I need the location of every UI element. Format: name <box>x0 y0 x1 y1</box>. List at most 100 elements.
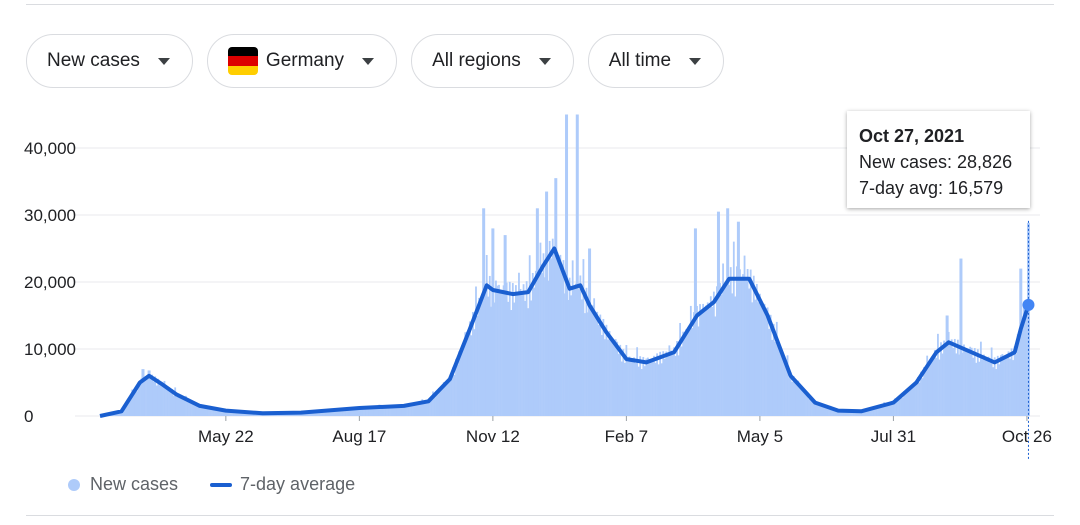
daily-bar <box>983 354 985 416</box>
daily-bar <box>160 381 163 416</box>
daily-bar <box>499 289 502 416</box>
region-dropdown[interactable]: All regions <box>411 34 574 88</box>
daily-bar <box>729 267 732 416</box>
daily-bar <box>1012 360 1015 416</box>
daily-bar <box>892 402 895 416</box>
daily-bar <box>539 242 542 416</box>
daily-bar <box>166 388 169 416</box>
daily-bar <box>528 255 531 416</box>
daily-bar <box>731 293 734 416</box>
daily-bar <box>335 408 338 416</box>
daily-bar <box>923 367 926 416</box>
daily-bar <box>705 305 708 416</box>
daily-bar <box>183 398 186 416</box>
spike-bar <box>491 228 495 416</box>
daily-bar <box>792 376 795 416</box>
daily-bar <box>123 405 126 416</box>
dropdown-caret-icon <box>689 57 702 65</box>
daily-bar <box>363 408 365 416</box>
daily-bar <box>412 403 414 416</box>
daily-bar <box>912 385 915 416</box>
daily-bar <box>211 407 213 416</box>
daily-bar <box>693 312 695 416</box>
daily-bar <box>481 293 484 416</box>
daily-bar <box>178 397 181 416</box>
daily-bar <box>917 377 919 416</box>
daily-bar <box>185 395 187 416</box>
daily-bar <box>639 356 642 416</box>
daily-bar <box>122 409 124 416</box>
new-cases-legend-marker <box>68 478 80 491</box>
dropdown-caret-icon <box>157 57 170 65</box>
daily-bar <box>645 358 648 416</box>
daily-bar <box>155 385 158 416</box>
daily-bar <box>841 411 844 416</box>
daily-bar <box>149 378 152 416</box>
daily-bar <box>818 402 821 416</box>
daily-bar <box>805 394 807 416</box>
daily-bar <box>926 355 929 416</box>
daily-bar <box>232 411 235 416</box>
daily-bar <box>511 283 514 416</box>
daily-bar <box>459 353 462 416</box>
daily-bar <box>341 408 344 416</box>
daily-bar <box>834 409 836 416</box>
daily-bar <box>582 259 585 416</box>
daily-bar <box>433 397 436 416</box>
time-range-dropdown[interactable]: All time <box>587 34 725 88</box>
daily-bar <box>663 358 666 416</box>
country-dropdown[interactable]: Germany <box>206 34 398 88</box>
daily-bar <box>676 341 678 416</box>
daily-bar <box>855 411 858 416</box>
daily-bar <box>611 338 614 416</box>
daily-bar <box>958 354 961 416</box>
daily-bar <box>795 380 798 416</box>
daily-bar <box>413 405 416 416</box>
daily-bar <box>237 411 240 416</box>
daily-bar <box>904 392 907 416</box>
cases-chart[interactable]: 0 10,000 20,000 30,000 40,000 May 22 Aug 17 Nov… <box>0 100 1080 460</box>
daily-bar <box>654 362 657 416</box>
y-tick-label: 30,000 <box>24 206 76 225</box>
daily-bar <box>732 241 735 416</box>
daily-bar <box>688 327 691 416</box>
daily-bar <box>723 283 726 416</box>
daily-bar <box>720 294 723 416</box>
daily-bar <box>562 260 565 416</box>
daily-bar <box>963 344 965 416</box>
daily-bar <box>306 412 309 416</box>
daily-bar <box>453 374 456 416</box>
daily-bar <box>785 367 787 416</box>
daily-bar <box>320 411 322 416</box>
daily-bar <box>976 349 979 416</box>
daily-bar <box>800 386 803 416</box>
top-divider <box>26 4 1054 5</box>
daily-bar <box>961 352 964 416</box>
daily-bar <box>439 390 442 416</box>
daily-bar <box>984 357 987 416</box>
daily-bar <box>651 360 654 416</box>
daily-bar <box>418 401 421 416</box>
daily-bar <box>421 399 424 416</box>
daily-bar <box>321 410 324 416</box>
metric-dropdown[interactable]: New cases <box>26 34 193 88</box>
y-tick-label: 10,000 <box>24 340 76 359</box>
daily-bar <box>343 410 345 416</box>
daily-bar <box>702 303 705 416</box>
daily-bar <box>823 404 826 416</box>
daily-bar <box>778 344 781 416</box>
daily-bar <box>165 386 167 416</box>
daily-bar <box>387 406 390 416</box>
daily-bar <box>1018 338 1021 416</box>
daily-bar <box>410 403 413 416</box>
daily-bar <box>972 357 975 416</box>
daily-bar <box>596 311 599 416</box>
daily-bar <box>303 412 306 416</box>
daily-bar <box>995 369 998 416</box>
daily-bar <box>671 354 674 416</box>
daily-bar <box>914 381 916 416</box>
daily-bar <box>476 315 479 416</box>
daily-bar <box>370 407 373 416</box>
daily-bar <box>897 397 899 416</box>
daily-bar <box>806 392 809 416</box>
